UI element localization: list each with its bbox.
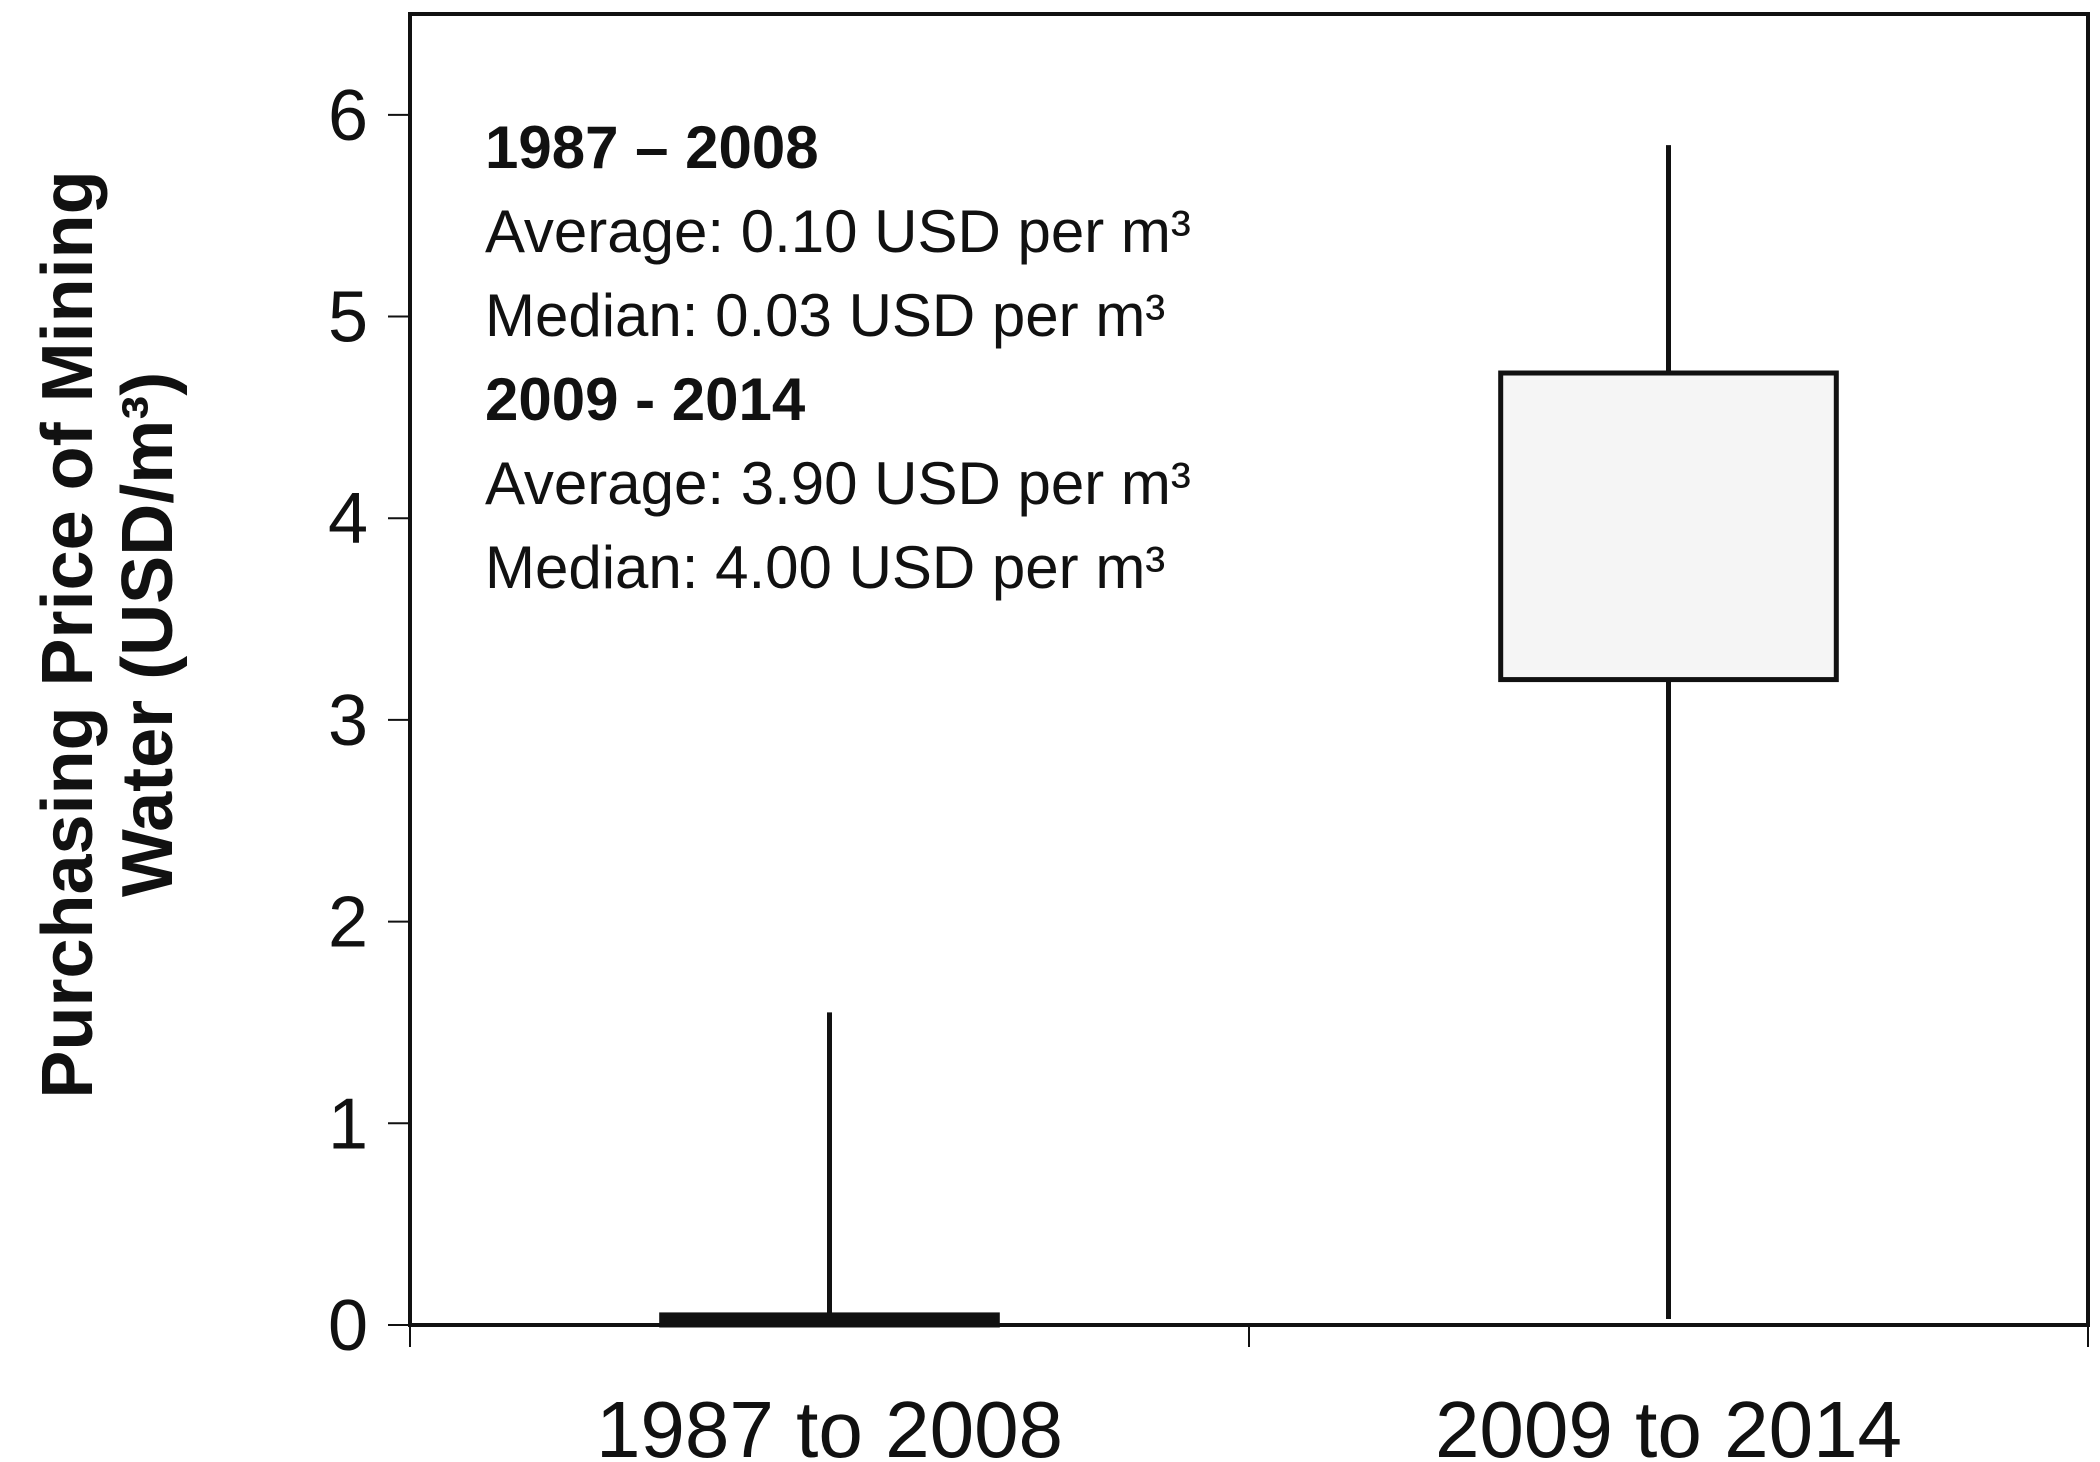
y-tick-label: 1: [328, 1084, 368, 1164]
y-tick-label: 2: [328, 883, 368, 963]
annotation-line: Median: 4.00 USD per m³: [485, 534, 1165, 601]
y-axis-title: Purchasing Price of Mining Water (USD/m³): [28, 170, 188, 1098]
y-tick-label: 4: [328, 479, 368, 559]
annotation-line: Median: 0.03 USD per m³: [485, 282, 1165, 349]
y-axis-title-line: Water (USD/m³): [108, 372, 188, 897]
annotation-block: 1987 – 2008 Average: 0.10 USD per m³ Media…: [485, 114, 1191, 601]
annotation-line: Average: 0.10 USD per m³: [485, 198, 1191, 265]
annotation-line: Average: 3.90 USD per m³: [485, 450, 1191, 517]
box-body: [659, 1312, 1000, 1328]
x-category-label: 1987 to 2008: [596, 1385, 1063, 1462]
y-axis-ticks: 0 1 2 3 4 5 6: [328, 76, 410, 1366]
box-2: [1498, 145, 1839, 1319]
y-tick-label: 0: [328, 1286, 368, 1366]
annotation-heading: 2009 - 2014: [485, 366, 806, 433]
y-tick-label: 3: [328, 681, 368, 761]
annotation-heading: 1987 – 2008: [485, 114, 819, 181]
box-1: [659, 1012, 1000, 1328]
y-axis-title-line: Purchasing Price of Mining: [28, 170, 108, 1098]
x-axis-ticks: 1987 to 2008 2009 to 2014: [409, 1325, 2089, 1462]
box-body: [1498, 370, 1839, 683]
boxes-layer: [659, 145, 1839, 1328]
y-tick-label: 5: [328, 278, 368, 358]
y-tick-label: 6: [328, 76, 368, 156]
x-category-label: 2009 to 2014: [1435, 1385, 1902, 1462]
